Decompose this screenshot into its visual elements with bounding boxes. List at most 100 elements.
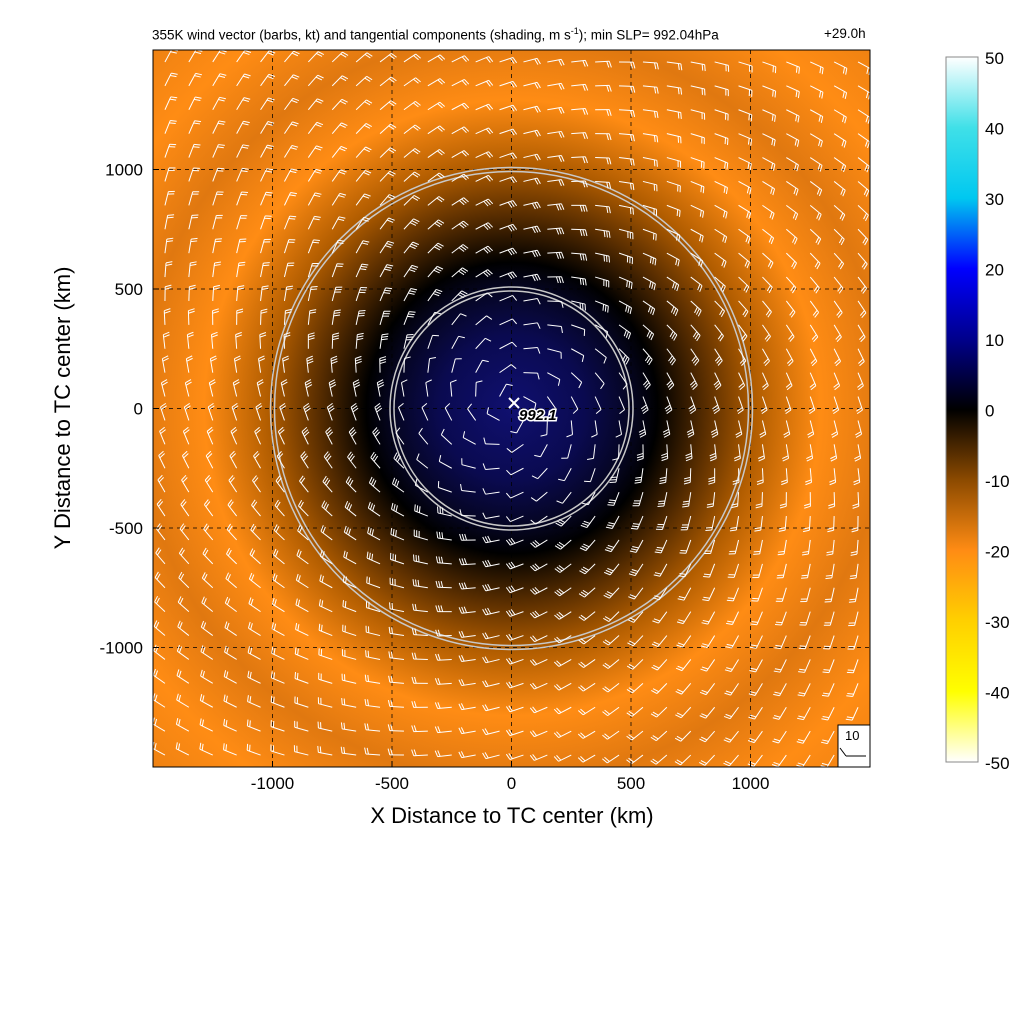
wind-barb bbox=[666, 109, 682, 119]
wind-barb bbox=[738, 204, 752, 220]
wind-barb-shaft bbox=[395, 432, 405, 445]
wind-barb-flag bbox=[178, 547, 184, 554]
wind-barb-flag bbox=[713, 380, 720, 386]
wind-barb bbox=[212, 120, 226, 134]
wind-barb bbox=[857, 252, 868, 270]
wind-barb-flag bbox=[710, 428, 717, 433]
wind-barb bbox=[307, 332, 315, 349]
wind-barb-flag bbox=[811, 360, 818, 367]
wind-barb bbox=[850, 539, 859, 556]
wind-barb-flag bbox=[302, 429, 309, 435]
wind-barb bbox=[355, 170, 372, 182]
wind-barb-flag bbox=[290, 123, 298, 127]
wind-barb bbox=[578, 706, 596, 716]
wind-barb-shaft bbox=[475, 382, 477, 397]
wind-barb bbox=[594, 396, 602, 415]
wind-barb-flag bbox=[798, 671, 805, 673]
wind-barb-flag bbox=[755, 503, 763, 506]
wind-barb-flag bbox=[293, 50, 300, 55]
wind-barb-flag bbox=[529, 731, 535, 737]
wind-barb-flag bbox=[356, 337, 364, 341]
wind-barb bbox=[160, 402, 167, 421]
wind-barb-flag bbox=[838, 261, 843, 268]
wind-barb bbox=[307, 215, 321, 230]
wind-barb-flag bbox=[212, 310, 219, 314]
wind-barb-flag bbox=[241, 146, 249, 149]
wind-barb-flag bbox=[203, 598, 207, 605]
wind-barb-shaft bbox=[590, 468, 596, 482]
wind-barb-flag bbox=[555, 252, 560, 259]
wind-barb-flag bbox=[606, 591, 614, 595]
wind-barb bbox=[675, 659, 692, 672]
wind-barb bbox=[389, 552, 405, 565]
wind-barb-shaft bbox=[594, 372, 605, 384]
wind-barb bbox=[228, 475, 238, 493]
wind-barb bbox=[307, 51, 325, 63]
wind-barb-flag bbox=[534, 202, 539, 209]
wind-barb bbox=[354, 355, 362, 373]
wind-barbs bbox=[153, 50, 870, 767]
wind-barb-flag bbox=[247, 695, 249, 702]
wind-barb-flag bbox=[725, 737, 732, 741]
wind-barb-flag bbox=[326, 455, 332, 462]
wind-barb bbox=[587, 444, 596, 460]
wind-barb-shaft bbox=[570, 372, 583, 383]
wind-barb bbox=[434, 750, 452, 758]
wind-barb-flag bbox=[385, 266, 393, 269]
wind-barb-flag bbox=[363, 216, 371, 220]
wind-barb-flag bbox=[727, 620, 734, 623]
wind-barb-flag bbox=[357, 332, 364, 336]
wind-barb-flag bbox=[798, 647, 806, 650]
wind-barb-flag bbox=[437, 79, 443, 85]
wind-barb bbox=[754, 515, 763, 532]
wind-barb-flag bbox=[674, 737, 682, 742]
wind-barb-flag bbox=[532, 635, 538, 641]
wind-barb-flag bbox=[779, 503, 787, 506]
wind-barb bbox=[638, 420, 647, 438]
wind-barb-flag bbox=[531, 227, 536, 234]
wind-barb bbox=[482, 535, 500, 544]
wind-barb bbox=[666, 372, 675, 390]
wind-barb-flag bbox=[460, 222, 467, 228]
wind-barb-flag bbox=[267, 144, 274, 148]
wind-barb bbox=[294, 647, 309, 660]
wind-barb-flag bbox=[654, 62, 657, 70]
wind-barb-flag bbox=[484, 584, 489, 591]
wind-barb bbox=[342, 600, 357, 613]
wind-barb-shaft bbox=[536, 491, 548, 502]
wind-barb-flag bbox=[646, 357, 651, 364]
wind-barb bbox=[571, 348, 585, 362]
wind-barb-flag bbox=[826, 553, 833, 556]
wind-barb bbox=[296, 549, 309, 565]
wind-barb-flag bbox=[785, 409, 792, 415]
wind-barb-flag bbox=[804, 505, 811, 509]
wind-barb bbox=[534, 444, 548, 458]
wind-barb bbox=[317, 697, 333, 708]
wind-barb-flag bbox=[153, 620, 158, 627]
wind-barb-flag bbox=[729, 529, 737, 532]
wind-barb bbox=[343, 525, 357, 541]
wind-barb-flag bbox=[623, 329, 627, 337]
wind-barb-flag bbox=[487, 245, 493, 252]
wind-barb-flag bbox=[582, 156, 586, 164]
wind-barb bbox=[547, 179, 565, 187]
wind-barb-flag bbox=[706, 505, 714, 508]
wind-barb-flag bbox=[348, 453, 354, 460]
wind-barb bbox=[523, 81, 541, 89]
wind-barb-flag bbox=[689, 407, 696, 412]
wind-barb-flag bbox=[636, 455, 644, 459]
wind-barb-flag bbox=[313, 239, 320, 241]
wind-barb bbox=[340, 746, 357, 756]
wind-barb bbox=[505, 609, 524, 617]
wind-barb-flag bbox=[529, 660, 535, 666]
wind-barb bbox=[602, 659, 620, 669]
wind-barb-flag bbox=[154, 670, 159, 677]
wind-barb-flag bbox=[395, 427, 401, 434]
wind-barb bbox=[403, 195, 420, 206]
wind-barb bbox=[435, 653, 452, 661]
wind-barb-flag bbox=[668, 384, 675, 390]
wind-barb-flag bbox=[532, 564, 538, 570]
wind-barb bbox=[270, 744, 285, 756]
wind-barb-flag bbox=[438, 172, 445, 178]
wind-barb-flag bbox=[846, 716, 854, 719]
